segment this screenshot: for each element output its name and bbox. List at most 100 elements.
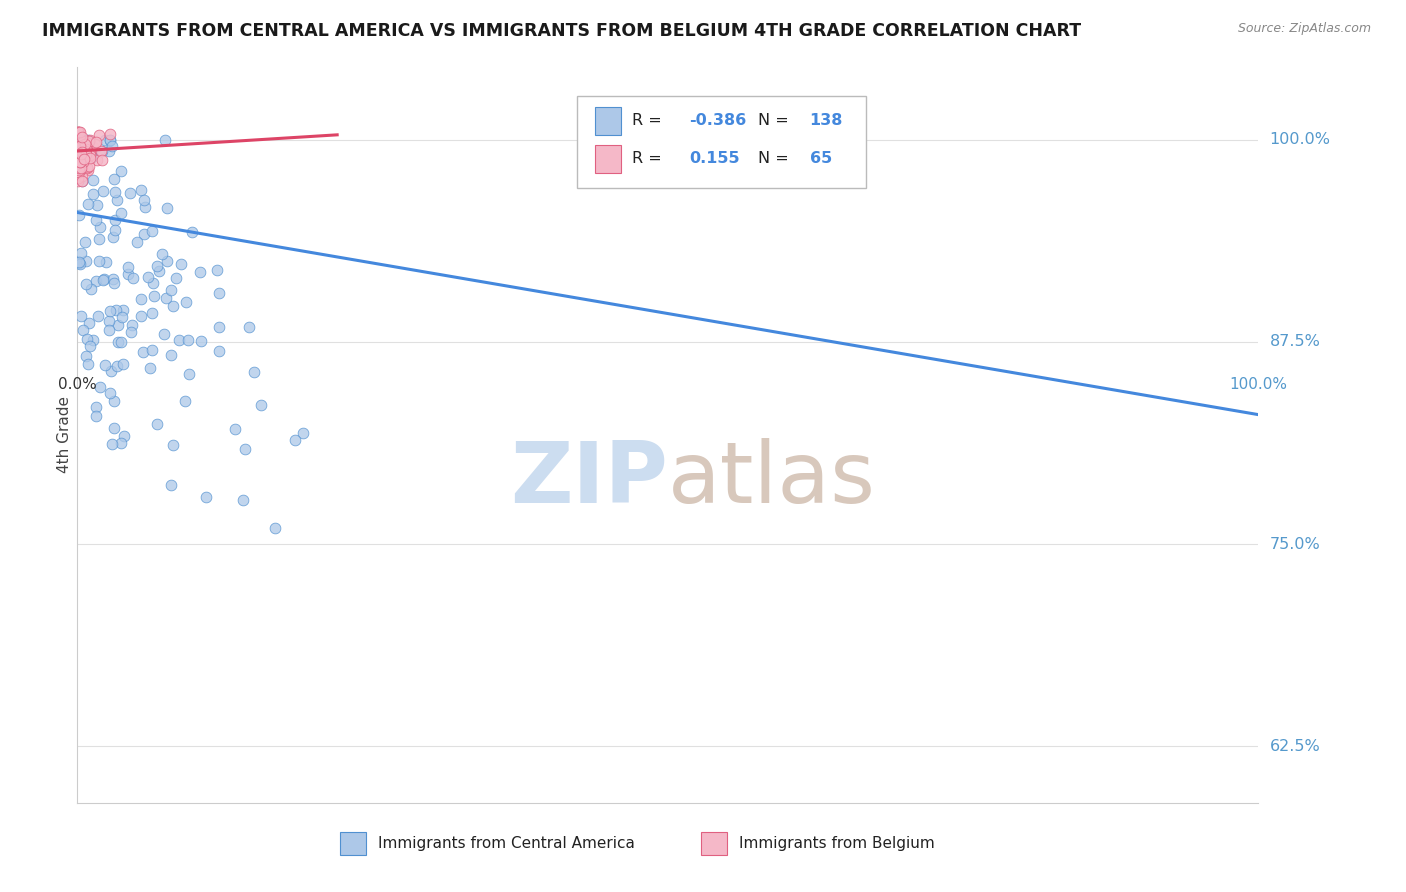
Point	[79, 152, 101, 166]
Point	[141, 224, 163, 238]
Point	[89, 379, 111, 393]
Point	[72, 147, 94, 161]
Point	[79, 145, 101, 160]
Point	[121, 318, 143, 333]
Point	[141, 306, 163, 320]
Point	[90, 145, 112, 159]
Point	[77, 133, 100, 147]
Point	[181, 226, 204, 240]
Point	[67, 165, 90, 179]
Point	[107, 335, 129, 350]
Point	[89, 232, 111, 246]
Point	[141, 343, 163, 358]
Point	[82, 187, 104, 202]
Point	[195, 490, 218, 504]
Point	[67, 125, 90, 139]
Point	[80, 282, 103, 296]
Point	[72, 323, 94, 337]
Point	[150, 247, 173, 261]
Point	[69, 155, 91, 169]
Point	[82, 140, 104, 154]
Point	[76, 333, 98, 347]
Point	[100, 139, 122, 153]
Point	[73, 144, 96, 158]
Point	[190, 265, 212, 279]
Point	[190, 334, 212, 348]
Point	[129, 309, 152, 323]
Point	[112, 357, 135, 371]
Point	[165, 270, 187, 285]
Point	[205, 263, 228, 277]
Point	[86, 197, 108, 211]
Point	[91, 184, 114, 198]
Point	[69, 140, 91, 154]
Point	[69, 125, 91, 139]
Point	[75, 133, 97, 147]
Point	[98, 133, 121, 147]
Point	[86, 400, 108, 414]
Point	[69, 257, 91, 271]
Point	[67, 208, 90, 222]
Point	[69, 154, 91, 169]
Point	[98, 128, 121, 142]
Point	[89, 219, 111, 234]
Point	[67, 255, 90, 269]
Point	[146, 259, 169, 273]
Point	[67, 165, 90, 179]
Point	[66, 151, 89, 165]
Point	[110, 335, 132, 350]
Point	[155, 133, 177, 147]
Point	[174, 295, 197, 310]
Point	[104, 303, 127, 318]
Point	[87, 128, 110, 143]
Point	[155, 291, 177, 305]
Point	[112, 428, 135, 442]
Point	[107, 318, 129, 332]
Point	[70, 161, 93, 175]
Point	[75, 235, 97, 249]
Point	[232, 492, 254, 507]
Point	[84, 409, 107, 423]
Bar	[595, 107, 620, 135]
Point	[67, 125, 90, 139]
Point	[162, 299, 184, 313]
Point	[120, 325, 142, 339]
Text: 0.155: 0.155	[689, 152, 740, 167]
Point	[100, 363, 122, 377]
Point	[75, 145, 97, 159]
Point	[66, 174, 89, 188]
Point	[79, 133, 101, 147]
Text: 87.5%: 87.5%	[1270, 334, 1320, 350]
Point	[93, 133, 115, 147]
Point	[86, 213, 108, 227]
Point	[284, 434, 307, 448]
Point	[208, 319, 231, 334]
Point	[69, 133, 91, 147]
Point	[70, 157, 93, 171]
Point	[69, 147, 91, 161]
Point	[70, 133, 93, 147]
Point	[79, 339, 101, 353]
Point	[70, 142, 93, 156]
Text: 62.5%: 62.5%	[1270, 739, 1320, 754]
Point	[131, 345, 153, 359]
Point	[67, 161, 90, 176]
Bar	[595, 145, 620, 173]
Point	[98, 133, 121, 147]
Point	[69, 246, 91, 260]
Point	[67, 156, 90, 170]
Point	[264, 521, 287, 535]
Text: N =: N =	[758, 113, 793, 128]
Point	[70, 169, 93, 184]
Point	[167, 333, 190, 347]
Point	[208, 343, 231, 358]
Point	[66, 171, 89, 186]
Point	[139, 361, 162, 376]
Point	[94, 255, 117, 269]
Point	[101, 437, 124, 451]
Point	[103, 212, 125, 227]
Point	[148, 264, 170, 278]
Point	[134, 227, 156, 242]
Point	[79, 147, 101, 161]
Point	[69, 140, 91, 154]
